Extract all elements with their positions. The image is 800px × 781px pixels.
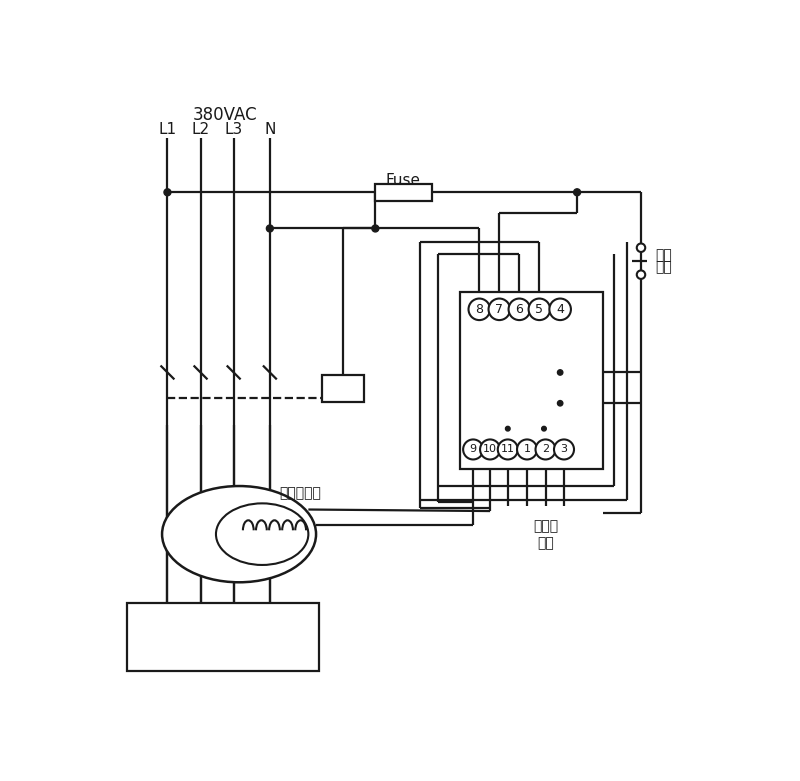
Text: N: N [474,326,484,339]
Text: 2: 2 [542,444,549,455]
Circle shape [164,189,171,196]
Text: 4: 4 [556,303,564,316]
Circle shape [554,440,574,459]
Circle shape [637,270,646,279]
Circle shape [535,440,555,459]
Circle shape [506,426,510,431]
Text: 试: 试 [536,326,543,339]
Text: 7: 7 [495,303,503,316]
Circle shape [542,426,546,431]
Ellipse shape [162,486,316,583]
Text: 报警: 报警 [537,537,554,551]
Circle shape [489,298,510,320]
Text: Fuse: Fuse [386,173,421,188]
Text: 1: 1 [523,444,530,455]
Circle shape [558,369,563,375]
Circle shape [517,440,537,459]
Text: 5: 5 [535,303,543,316]
Text: 信: 信 [486,426,494,440]
Text: L2: L2 [191,122,210,137]
Text: 用户设备: 用户设备 [202,629,244,647]
Bar [322,375,364,402]
Circle shape [372,225,379,232]
Circle shape [498,440,518,459]
Circle shape [550,298,571,320]
Text: 380VAC: 380VAC [193,106,258,124]
Ellipse shape [216,504,308,565]
Text: L3: L3 [225,122,242,137]
Bar [126,604,319,671]
Circle shape [529,298,550,320]
Circle shape [574,189,581,196]
Text: 10: 10 [483,444,497,455]
Circle shape [509,298,530,320]
Circle shape [463,440,483,459]
Circle shape [558,401,563,406]
Text: N: N [264,122,275,137]
Circle shape [266,225,274,232]
Text: L1: L1 [158,122,177,137]
Text: 电源220V～: 电源220V～ [479,344,525,354]
Bar [460,292,602,469]
Text: 3: 3 [561,444,567,455]
Text: 接声光: 接声光 [533,519,558,533]
Text: 号: 号 [486,437,494,449]
Bar [375,184,431,201]
Text: 9: 9 [470,444,477,455]
Text: 信: 信 [470,426,477,440]
Text: KM: KM [331,381,354,396]
Circle shape [637,244,646,252]
Circle shape [469,298,490,320]
Text: 验: 验 [516,337,523,350]
Text: 自锁: 自锁 [655,248,672,262]
Text: 号: 号 [470,437,477,449]
Text: 11: 11 [501,444,514,455]
Text: 8: 8 [475,303,483,316]
Text: 验: 验 [536,337,543,350]
Text: 6: 6 [515,303,523,316]
Circle shape [480,440,500,459]
Text: 试: 试 [516,326,523,339]
Text: L: L [496,326,503,339]
Text: 零序互感器: 零序互感器 [280,487,322,501]
Text: 开关: 开关 [655,260,672,274]
